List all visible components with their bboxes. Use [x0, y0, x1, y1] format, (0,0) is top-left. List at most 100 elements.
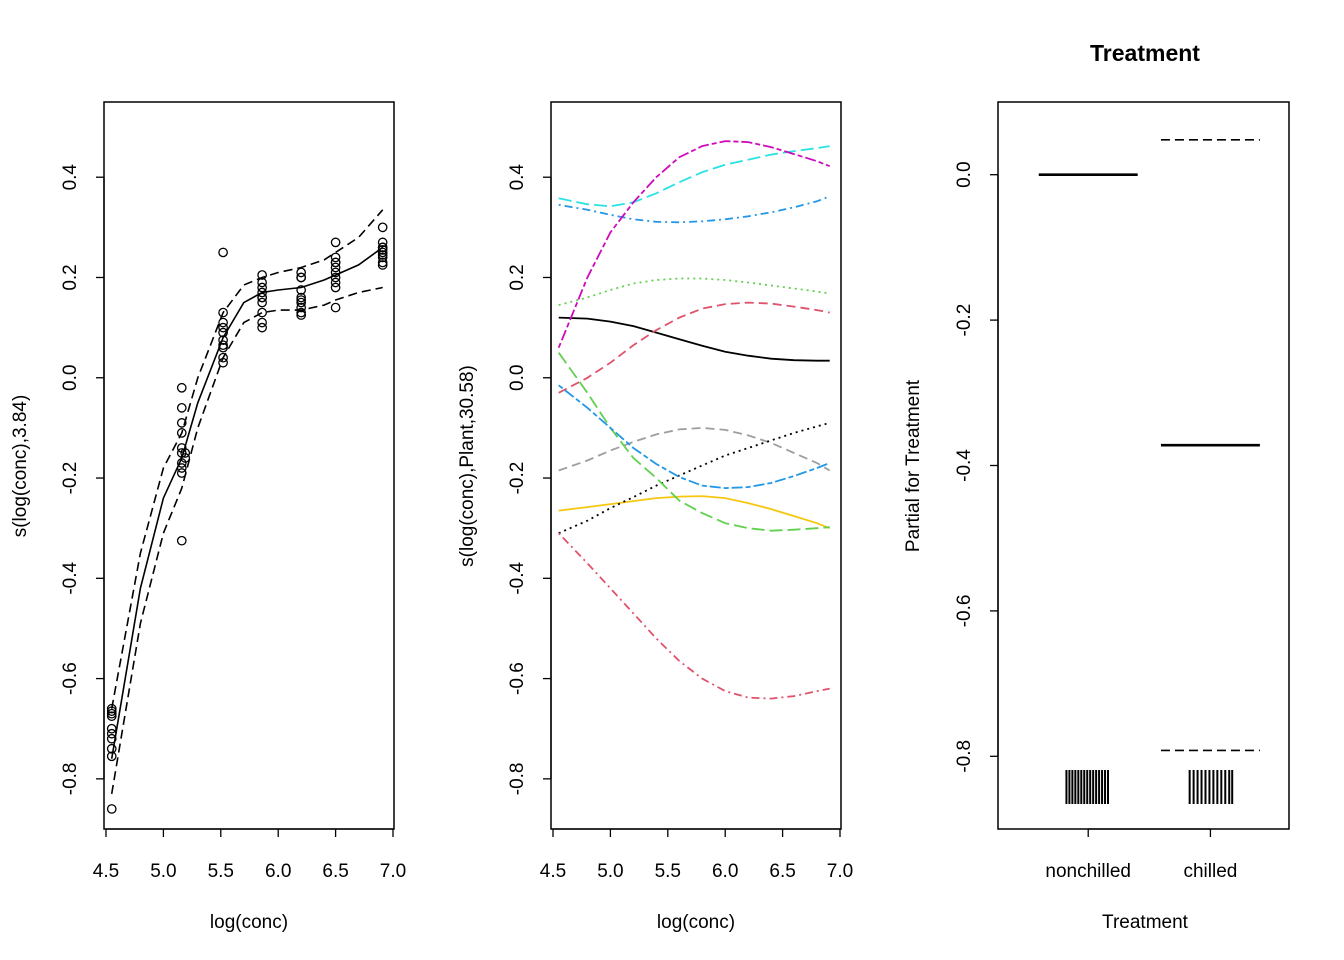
- residual-point: [377, 257, 388, 268]
- residual-point: [176, 468, 187, 478]
- residual-point: [330, 262, 341, 273]
- y-tick-label: 0.0: [507, 365, 528, 391]
- residual-point: [176, 463, 187, 473]
- residual-point: [330, 267, 341, 278]
- y-tick-label: -0.8: [507, 762, 528, 795]
- panel-treatment: nonchilled chilled -0.8 -0.6 -0.4 -0.2 0.0 Tr…: [903, 40, 1290, 933]
- x-tick-label: 5.5: [208, 861, 234, 882]
- panel-2-y-label: s(log(conc),Plant,30.58): [457, 365, 478, 567]
- residual-point: [377, 260, 388, 270]
- plant-smooth-line: [558, 384, 831, 490]
- plant-smooth-line: [558, 301, 830, 394]
- panel-1-y-axis: -0.8 -0.6 -0.4 -0.2 0.0 0.2 0.4: [60, 164, 105, 795]
- plant-smooth-line: [558, 277, 830, 306]
- panel-smooth-conc: 4.5 5.0 5.5 6.0 6.5 7.0 -0.8 -0.6 -0.4 -0.2 0.0 0.…: [10, 101, 406, 933]
- residual-point: [257, 287, 267, 298]
- residual-point: [176, 382, 187, 393]
- panel-2-y-axis: -0.8 -0.6 -0.4 -0.2 0.0 0.2 0.4: [507, 164, 552, 795]
- x-tick-label: 4.5: [540, 861, 566, 882]
- residual-point: [218, 307, 228, 318]
- y-tick-label: 0.4: [60, 164, 81, 191]
- residual-point: [296, 292, 307, 303]
- panel-3-x-axis: nonchilled chilled: [1045, 828, 1237, 882]
- residual-point: [257, 322, 267, 333]
- plant-smooth-line: [558, 495, 831, 530]
- residual-point: [330, 302, 341, 313]
- residual-point: [106, 706, 117, 717]
- residual-point: [296, 267, 307, 278]
- residual-point: [176, 428, 187, 438]
- plant-smooth-line: [558, 426, 831, 472]
- residual-point: [176, 448, 187, 458]
- residual-point: [257, 292, 267, 303]
- residual-point: [296, 295, 307, 305]
- panel-3-y-axis: -0.8 -0.6 -0.4 -0.2 0.0: [954, 161, 999, 773]
- y-tick-label: 0.2: [60, 264, 81, 290]
- panel-3-frame: [997, 101, 1290, 830]
- x-tick-label: 7.0: [380, 861, 406, 882]
- residual-point: [218, 335, 228, 346]
- y-tick-label: -0.4: [954, 449, 975, 482]
- residual-point: [377, 237, 388, 248]
- residual-point: [377, 247, 388, 258]
- y-tick-label: -0.8: [60, 762, 81, 795]
- residual-point: [106, 804, 117, 814]
- residual-point: [176, 535, 187, 546]
- y-tick-label: -0.6: [507, 662, 528, 695]
- residual-point: [296, 310, 307, 320]
- lower-band-line: [110, 286, 383, 795]
- residual-point: [330, 272, 341, 283]
- y-tick-label: 0.0: [60, 365, 81, 391]
- residual-point: [176, 443, 187, 453]
- panel-2-x-axis: 4.5 5.0 5.5 6.0 6.5 7.0: [540, 828, 853, 882]
- residual-point: [176, 458, 187, 468]
- upper-band-line: [110, 209, 384, 709]
- x-tick-label: nonchilled: [1045, 861, 1131, 882]
- x-tick-label: 5.5: [655, 861, 681, 882]
- residual-point: [106, 751, 117, 762]
- residual-point: [257, 297, 267, 308]
- panel-2-x-label: log(conc): [657, 912, 735, 933]
- residual-point: [176, 402, 187, 413]
- residual-point: [330, 277, 341, 288]
- panel-2-marks: [557, 140, 831, 700]
- y-tick-label: -0.6: [954, 595, 975, 628]
- x-tick-label: 7.0: [827, 861, 853, 882]
- x-tick-label: 5.0: [597, 861, 623, 882]
- panel-3-title: Treatment: [1090, 40, 1200, 66]
- residual-point: [106, 733, 117, 744]
- residual-point: [377, 250, 388, 260]
- x-tick-label: 6.0: [265, 861, 291, 882]
- residual-point: [330, 252, 341, 263]
- residual-point: [218, 342, 228, 353]
- residual-point: [330, 282, 341, 293]
- y-tick-label: -0.8: [954, 740, 975, 773]
- panel-3-x-label: Treatment: [1102, 912, 1189, 933]
- residual-point: [330, 237, 341, 248]
- fit-line: [110, 246, 384, 759]
- residual-point: [218, 317, 228, 328]
- plant-smooth-line: [558, 195, 831, 224]
- residual-point: [106, 703, 117, 714]
- residual-point: [257, 270, 267, 280]
- x-tick-label: 6.5: [322, 861, 348, 882]
- residual-point: [180, 453, 191, 463]
- residual-point: [106, 743, 117, 754]
- panel-1-marks: [106, 209, 388, 814]
- residual-point: [377, 252, 388, 263]
- residual-point: [377, 242, 388, 253]
- residual-point: [218, 327, 228, 338]
- y-tick-label: -0.2: [507, 462, 528, 495]
- residual-point: [106, 708, 117, 719]
- y-tick-label: -0.6: [60, 662, 81, 695]
- panel-3-y-label: Partial for Treatment: [903, 379, 924, 552]
- residual-point: [296, 302, 307, 313]
- residual-point: [176, 418, 187, 428]
- residual-point: [106, 711, 117, 722]
- residual-point: [296, 307, 307, 318]
- residual-point: [218, 340, 228, 351]
- x-tick-label: 6.0: [712, 861, 738, 882]
- residual-point: [377, 222, 388, 233]
- panel-1-y-label: s(log(conc),3.84): [10, 395, 31, 538]
